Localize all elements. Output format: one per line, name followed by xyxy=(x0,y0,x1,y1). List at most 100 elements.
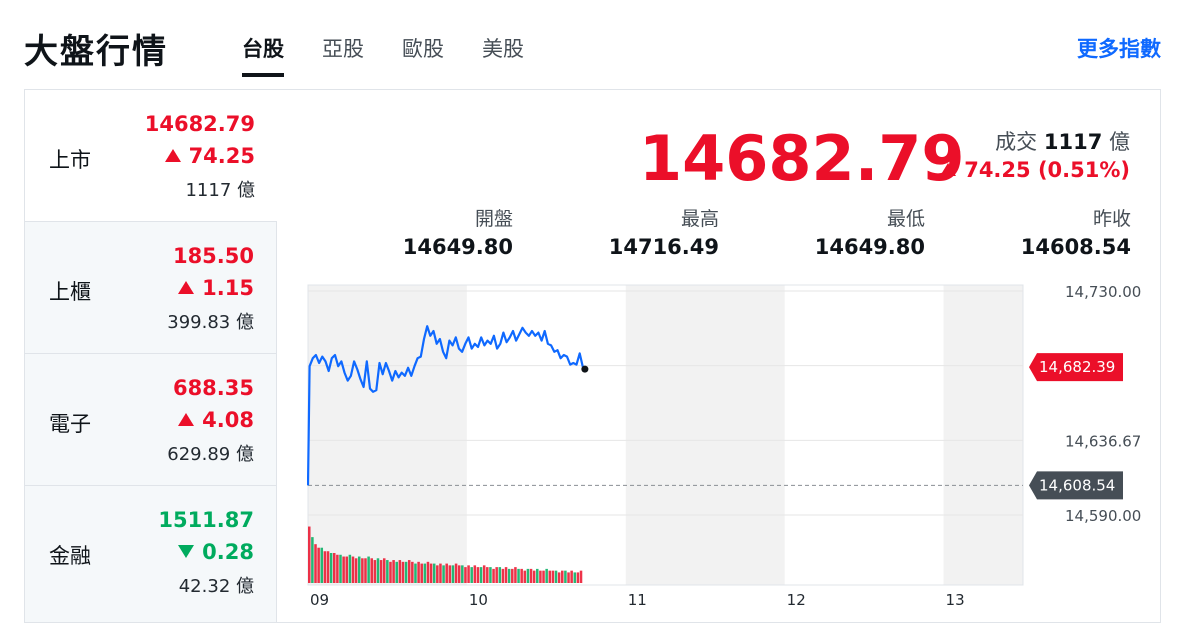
up-triangle-icon xyxy=(940,163,957,176)
volume-bar xyxy=(364,558,367,583)
price-line xyxy=(306,325,584,486)
prev-close-tag xyxy=(1029,471,1123,500)
volume-bar xyxy=(536,568,539,583)
last-price-dot xyxy=(581,365,589,373)
volume-bar xyxy=(557,572,561,583)
sidebar-item-change-value: 1.15 xyxy=(202,276,254,300)
x-tick-label: 09 xyxy=(310,591,329,609)
volume-bar xyxy=(445,563,448,583)
trade-volume-value: 1117 xyxy=(1043,130,1103,154)
more-indices-link[interactable]: 更多指數 xyxy=(1077,37,1161,61)
chart-shade-band xyxy=(308,285,467,585)
market-tabs: 台股 亞股 歐股 美股 xyxy=(242,33,562,77)
y-tick-label: 14,590.00 xyxy=(1065,507,1141,525)
stat-label: 最高 xyxy=(680,208,719,230)
volume-bar xyxy=(382,558,386,583)
sidebar-item-label: 上市 xyxy=(49,148,91,172)
volume-bar xyxy=(576,572,580,583)
volume-bar xyxy=(532,570,536,583)
volume-bar xyxy=(320,547,324,583)
volume-bar xyxy=(551,570,555,583)
up-triangle-icon xyxy=(178,281,195,294)
x-tick-label: 13 xyxy=(946,591,965,609)
volume-bar xyxy=(426,561,430,583)
volume-bar xyxy=(354,558,358,583)
volume-bar xyxy=(451,565,455,583)
volume-bar xyxy=(379,560,383,583)
volume-bar xyxy=(561,570,564,583)
sidebar-item-listed[interactable]: 上市 14682.79 74.25 1117 億 xyxy=(25,90,277,222)
volume-bar xyxy=(404,561,408,583)
x-tick-label: 10 xyxy=(469,591,488,609)
volume-bar xyxy=(336,554,339,583)
sidebar-item-price: 1511.87 xyxy=(158,508,254,532)
stat-label: 昨收 xyxy=(1092,208,1131,230)
sidebar-item-label: 上櫃 xyxy=(49,280,91,304)
stat-open: 開盤 14649.80 xyxy=(353,204,513,259)
volume-bar xyxy=(439,563,442,583)
volume-bar xyxy=(339,554,342,583)
volume-bar xyxy=(461,565,464,583)
volume-bar xyxy=(454,563,458,583)
volume-bar xyxy=(567,572,570,583)
index-sidebar: 上市 14682.79 74.25 1117 億 上櫃 185.50 1.15 … xyxy=(25,90,277,622)
volume-bar xyxy=(501,568,505,583)
prev-close-tag-label: 14,608.54 xyxy=(1039,476,1115,494)
volume-bar xyxy=(442,565,445,583)
up-triangle-icon xyxy=(178,413,195,426)
intraday-chart: 14,730.00 14,636.67 14,590.00 09 10 11 12 13 14,… xyxy=(306,283,1157,617)
volume-bar xyxy=(414,563,417,583)
sidebar-item-finance[interactable]: 金融 1511.87 0.28 42.32 億 xyxy=(25,486,277,622)
volume-bar xyxy=(395,561,398,583)
trade-volume: 成交 1117 億 xyxy=(995,126,1130,156)
up-triangle-icon xyxy=(164,149,181,162)
tab-europe[interactable]: 歐股 xyxy=(402,37,444,61)
volume-bar xyxy=(542,570,545,583)
volume-bar xyxy=(529,568,533,583)
volume-bar xyxy=(520,568,523,583)
sidebar-item-volume: 399.83 億 xyxy=(167,312,254,333)
volume-bar xyxy=(464,567,467,583)
sidebar-item-label: 金融 xyxy=(49,544,91,568)
sidebar-item-volume: 629.89 億 xyxy=(167,444,254,465)
volume-bar xyxy=(417,561,420,583)
sidebar-item-electronics[interactable]: 電子 688.35 4.08 629.89 億 xyxy=(25,354,277,486)
volume-bar xyxy=(342,556,345,583)
tab-asia[interactable]: 亞股 xyxy=(322,37,364,61)
volume-bar xyxy=(479,567,483,583)
volume-bar xyxy=(376,558,380,583)
volume-bar xyxy=(476,567,480,583)
volume-bar xyxy=(351,556,355,583)
stat-label: 最低 xyxy=(886,208,925,230)
volume-bar xyxy=(467,565,470,583)
volume-bar xyxy=(489,567,492,583)
volume-bar xyxy=(470,567,473,583)
volume-bar xyxy=(526,568,530,583)
tab-taiwan[interactable]: 台股 xyxy=(242,33,284,77)
volume-bar xyxy=(486,567,489,583)
sidebar-item-change: 74.25 xyxy=(164,144,255,168)
volume-bar xyxy=(492,568,495,583)
stat-prev-close: 昨收 14608.54 xyxy=(971,204,1131,259)
volume-bar xyxy=(317,547,320,583)
trade-volume-unit: 億 xyxy=(1109,130,1130,154)
current-price-tag xyxy=(1029,353,1123,382)
volume-bar xyxy=(357,556,361,583)
index-change: 74.25 (0.51%) xyxy=(940,158,1130,182)
volume-bar xyxy=(411,561,414,583)
volume-bar xyxy=(429,563,433,583)
volume-bar xyxy=(367,556,370,583)
volume-bar xyxy=(579,570,583,583)
sidebar-item-otc[interactable]: 上櫃 185.50 1.15 399.83 億 xyxy=(25,222,277,354)
tab-us[interactable]: 美股 xyxy=(482,37,524,61)
volume-bar xyxy=(498,567,502,583)
sidebar-item-change: 1.15 xyxy=(178,276,254,300)
volume-bar xyxy=(564,570,567,583)
sidebar-item-change-value: 74.25 xyxy=(188,144,255,168)
sidebar-item-change-value: 4.08 xyxy=(202,408,254,432)
sidebar-item-volume: 42.32 億 xyxy=(178,576,254,597)
volume-bar xyxy=(514,567,517,583)
chart-shade-band xyxy=(625,285,785,585)
volume-bar xyxy=(482,565,486,583)
stat-label: 開盤 xyxy=(474,208,513,230)
